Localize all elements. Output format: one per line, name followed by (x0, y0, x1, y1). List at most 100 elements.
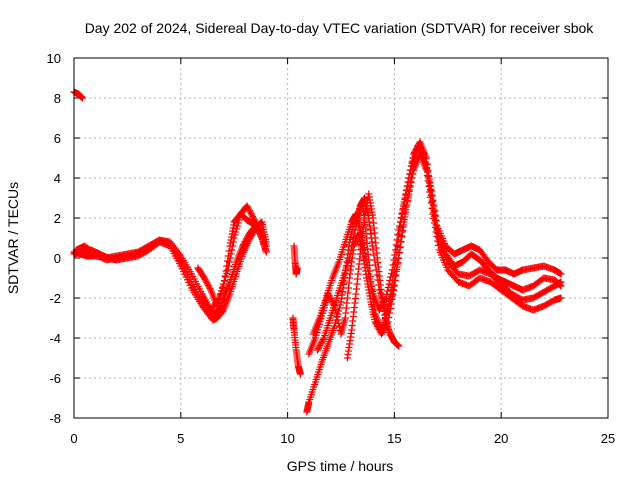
data-point (248, 211, 256, 219)
data-point (555, 281, 563, 288)
data-point (391, 251, 399, 259)
x-tick-labels: 0 5 10 15 20 25 (70, 431, 615, 446)
data-point (405, 188, 413, 195)
data-point (293, 264, 301, 272)
data-point (431, 211, 439, 219)
data-point (378, 329, 386, 336)
data-point (408, 170, 416, 178)
data-point (397, 214, 405, 222)
y-tick-label: -8 (49, 411, 61, 426)
data-point (428, 196, 436, 204)
series-trace-6 (290, 242, 301, 278)
data-point (346, 254, 354, 262)
x-tick-label: 10 (280, 431, 294, 446)
data-point (245, 207, 253, 214)
data-point (319, 336, 327, 343)
data-point (314, 345, 322, 352)
data-point (221, 272, 229, 280)
data-point (556, 281, 564, 289)
data-point (396, 218, 404, 226)
data-point (336, 301, 344, 309)
data-point (372, 320, 380, 327)
data-point (420, 149, 428, 157)
data-point (395, 342, 403, 350)
data-point (398, 232, 406, 240)
data-point (430, 206, 438, 214)
data-point (349, 238, 357, 246)
data-point (249, 213, 257, 220)
data-point (318, 339, 326, 346)
data-point (410, 162, 418, 170)
data-point (394, 259, 402, 266)
data-point (335, 304, 343, 312)
data-point (247, 233, 255, 241)
data-point (394, 231, 402, 239)
data-point (393, 263, 401, 271)
data-point (334, 316, 342, 324)
data-point (399, 227, 407, 234)
data-point (351, 226, 359, 234)
data-point (429, 201, 437, 209)
data-point (404, 192, 412, 200)
data-point (248, 232, 256, 239)
data-point (385, 314, 393, 321)
series-trace-1 (70, 88, 87, 102)
data-point (348, 242, 356, 250)
data-point (375, 306, 383, 314)
data-point (434, 229, 442, 237)
data-point (371, 318, 379, 326)
data-point (411, 158, 419, 166)
data-point (424, 168, 432, 176)
series-trace-11 (314, 142, 565, 354)
data-point (233, 222, 241, 230)
data-point (224, 252, 232, 260)
data-point (374, 323, 382, 330)
data-point (245, 236, 253, 244)
data-point (426, 182, 434, 189)
data-point (232, 228, 240, 236)
data-point (402, 206, 410, 213)
data-points (70, 88, 565, 416)
data-point (391, 277, 399, 284)
data-point (420, 150, 428, 158)
data-point (407, 179, 415, 186)
data-point (314, 346, 322, 354)
data-point (206, 285, 214, 292)
data-point (203, 279, 211, 286)
x-tick-label: 5 (177, 431, 184, 446)
data-point (244, 204, 252, 211)
y-tick-label: -6 (49, 371, 61, 386)
data-point (328, 298, 336, 305)
data-point (396, 243, 404, 251)
data-point (411, 154, 419, 162)
data-point (425, 177, 433, 185)
data-point (350, 234, 358, 242)
data-point (388, 290, 396, 298)
y-tick-label: 0 (54, 251, 61, 266)
data-point (378, 330, 386, 338)
x-tick-label: 15 (387, 431, 401, 446)
data-point (225, 247, 233, 255)
data-point (412, 150, 420, 158)
data-point (350, 230, 358, 238)
data-point (246, 208, 254, 216)
y-tick-labels: -8 -6 -4 -2 0 2 4 6 8 10 (47, 51, 61, 426)
data-point (249, 229, 257, 236)
data-point (315, 343, 323, 351)
data-point (331, 322, 339, 330)
data-point (296, 370, 304, 378)
data-point (401, 210, 409, 218)
plot-frame (73, 57, 609, 419)
y-tick-label: 2 (54, 211, 61, 226)
y-tick-label: 8 (54, 91, 61, 106)
data-point (386, 309, 394, 317)
data-point (79, 94, 87, 102)
data-point (205, 283, 213, 291)
data-point (557, 294, 565, 302)
y-axis-label: SDTVAR / TECUs (5, 182, 21, 294)
y-tick-label: 10 (47, 51, 61, 66)
data-point (391, 246, 399, 254)
data-point (391, 272, 399, 280)
data-point (422, 159, 430, 167)
data-point (389, 286, 397, 293)
